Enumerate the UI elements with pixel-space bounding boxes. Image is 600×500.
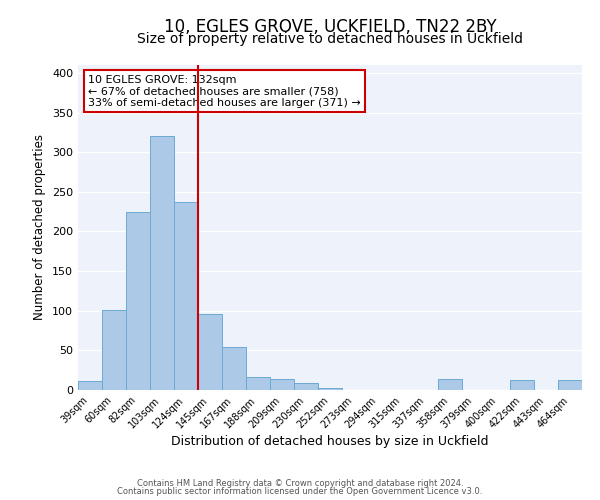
Text: Size of property relative to detached houses in Uckfield: Size of property relative to detached ho…: [137, 32, 523, 46]
Bar: [246, 376, 270, 390]
Text: 10 EGLES GROVE: 132sqm
← 67% of detached houses are smaller (758)
33% of semi-de: 10 EGLES GROVE: 132sqm ← 67% of detached…: [88, 74, 361, 108]
Bar: [150, 136, 174, 390]
Bar: [102, 310, 126, 390]
X-axis label: Distribution of detached houses by size in Uckfield: Distribution of detached houses by size …: [171, 436, 489, 448]
Bar: [558, 380, 582, 390]
Bar: [198, 314, 222, 390]
Bar: [318, 388, 342, 390]
Bar: [126, 212, 150, 390]
Text: Contains public sector information licensed under the Open Government Licence v3: Contains public sector information licen…: [118, 487, 482, 496]
Bar: [174, 202, 198, 390]
Y-axis label: Number of detached properties: Number of detached properties: [34, 134, 46, 320]
Text: Contains HM Land Registry data © Crown copyright and database right 2024.: Contains HM Land Registry data © Crown c…: [137, 478, 463, 488]
Bar: [222, 347, 246, 390]
Bar: [78, 382, 102, 390]
Bar: [294, 383, 318, 390]
Bar: [438, 379, 462, 390]
Text: 10, EGLES GROVE, UCKFIELD, TN22 2BY: 10, EGLES GROVE, UCKFIELD, TN22 2BY: [164, 18, 496, 36]
Bar: [510, 380, 534, 390]
Bar: [270, 379, 294, 390]
